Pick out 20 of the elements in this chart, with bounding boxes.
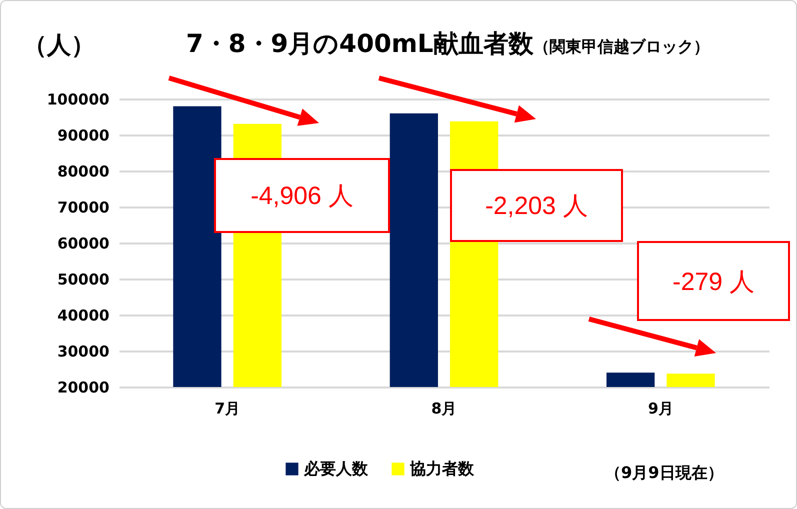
- chart-subtitle: （関東甲信越ブロック）: [533, 37, 710, 56]
- y-axis-title: （人）: [23, 30, 95, 61]
- y-tick-label: 70000: [57, 198, 110, 216]
- y-tick-label: 60000: [57, 234, 110, 252]
- annotation: -4,906 人: [214, 158, 390, 233]
- annotation: -2,203 人: [450, 169, 623, 242]
- x-tick-label: 9月: [648, 400, 674, 418]
- legend-label: 必要人数: [303, 459, 369, 478]
- x-tick-label: 8月: [431, 400, 457, 418]
- y-tick-label: 90000: [57, 126, 110, 144]
- legend-label: 協力者数: [409, 459, 475, 478]
- y-tick-label: 20000: [57, 378, 110, 396]
- text: （9月9日現在）: [605, 463, 724, 484]
- y-tick-label: 50000: [57, 270, 110, 288]
- x-tick-label: 7月: [214, 400, 240, 418]
- y-tick-label: 80000: [57, 162, 110, 180]
- y-tick-label: 40000: [57, 306, 110, 324]
- y-tick-label: 30000: [57, 342, 110, 360]
- annotation: -279 人: [637, 241, 790, 321]
- y-tick-label: 100000: [46, 90, 110, 108]
